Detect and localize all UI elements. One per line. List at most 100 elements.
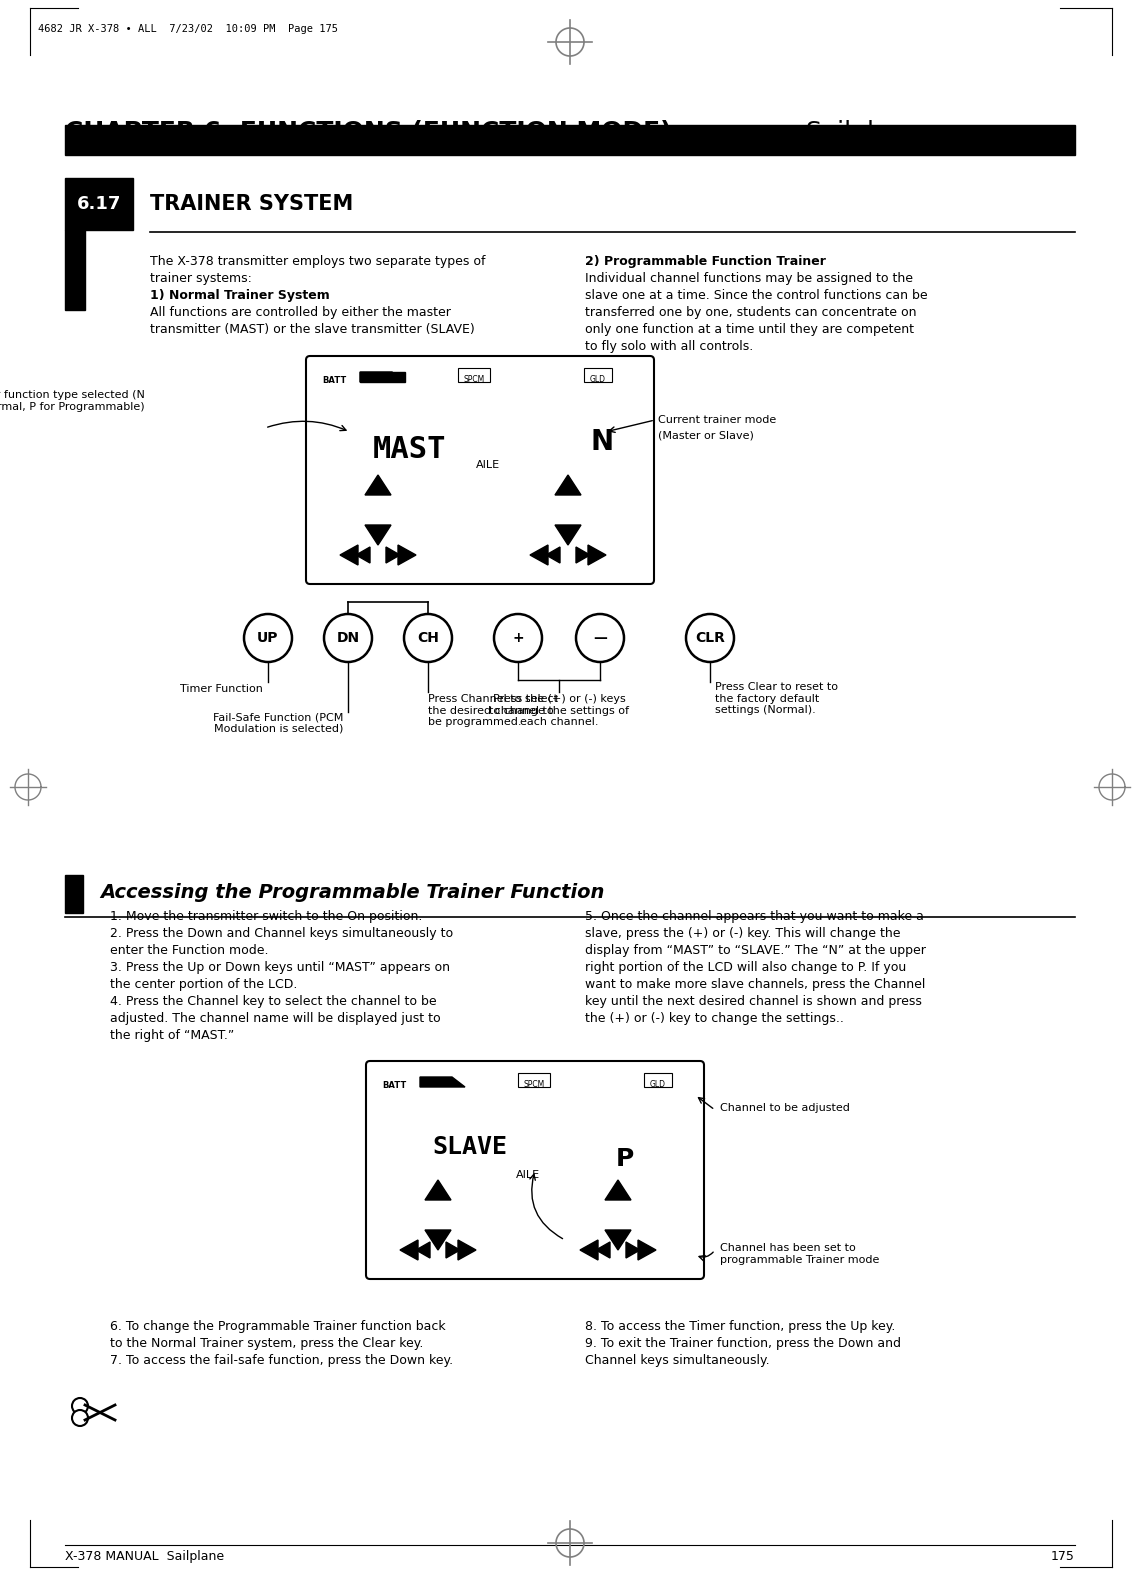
Polygon shape	[340, 545, 358, 565]
Text: enter the Function mode.: enter the Function mode.	[109, 943, 269, 958]
Text: key until the next desired channel is shown and press: key until the next desired channel is sh…	[585, 995, 922, 1008]
Polygon shape	[605, 1230, 632, 1251]
Polygon shape	[360, 372, 405, 383]
Bar	[65, 876, 83, 913]
Text: SPCM: SPCM	[463, 375, 484, 384]
Text: slave one at a time. Since the control functions can be: slave one at a time. Since the control f…	[585, 288, 928, 302]
Text: Channel to be adjusted: Channel to be adjusted	[720, 1102, 850, 1114]
Text: only one function at a time until they are competent: only one function at a time until they a…	[585, 323, 914, 335]
Text: display from “MAST” to “SLAVE.” The “N” at the upper: display from “MAST” to “SLAVE.” The “N” …	[585, 943, 926, 958]
Text: Channel has been set to
programmable Trainer mode: Channel has been set to programmable Tra…	[720, 1243, 879, 1265]
Text: +: +	[512, 632, 523, 646]
Polygon shape	[425, 1180, 451, 1200]
FancyBboxPatch shape	[458, 369, 490, 383]
Text: Current trainer mode: Current trainer mode	[658, 414, 776, 425]
Text: 4. Press the Channel key to select the channel to be: 4. Press the Channel key to select the c…	[109, 995, 437, 1008]
Text: 1. Move the transmitter switch to the On position.: 1. Move the transmitter switch to the On…	[109, 910, 423, 923]
Text: BATT: BATT	[321, 376, 347, 384]
Text: Press Clear to reset to
the factory default
settings (Normal).: Press Clear to reset to the factory defa…	[715, 682, 838, 715]
FancyBboxPatch shape	[366, 1062, 705, 1279]
Text: to fly solo with all controls.: to fly solo with all controls.	[585, 340, 754, 353]
Text: SLAVE: SLAVE	[432, 1136, 507, 1159]
Polygon shape	[365, 524, 391, 545]
Bar	[65, 124, 1075, 154]
Polygon shape	[588, 545, 606, 565]
Circle shape	[404, 614, 451, 662]
Text: 6. To change the Programmable Trainer function back: 6. To change the Programmable Trainer fu…	[109, 1320, 446, 1332]
Text: 9. To exit the Trainer function, press the Down and: 9. To exit the Trainer function, press t…	[585, 1337, 901, 1350]
FancyBboxPatch shape	[306, 356, 654, 584]
Text: adjusted. The channel name will be displayed just to: adjusted. The channel name will be displ…	[109, 1013, 441, 1025]
Text: slave, press the (+) or (-) key. This will change the: slave, press the (+) or (-) key. This wi…	[585, 928, 901, 940]
Text: TRAINER SYSTEM: TRAINER SYSTEM	[150, 194, 353, 214]
Polygon shape	[446, 1243, 461, 1258]
Circle shape	[72, 1399, 88, 1414]
Polygon shape	[596, 1243, 610, 1258]
Polygon shape	[416, 1243, 430, 1258]
Polygon shape	[555, 476, 581, 495]
Text: SPCM: SPCM	[523, 1080, 545, 1088]
Text: 2. Press the Down and Channel keys simultaneously to: 2. Press the Down and Channel keys simul…	[109, 928, 453, 940]
Text: 3. Press the Up or Down keys until “MAST” appears on: 3. Press the Up or Down keys until “MAST…	[109, 961, 450, 973]
Polygon shape	[425, 1230, 451, 1251]
Text: —: —	[593, 632, 606, 646]
Text: Timer Function: Timer Function	[180, 684, 263, 695]
Polygon shape	[365, 476, 391, 495]
Polygon shape	[530, 545, 548, 565]
Text: the center portion of the LCD.: the center portion of the LCD.	[109, 978, 298, 991]
Text: All functions are controlled by either the master: All functions are controlled by either t…	[150, 306, 451, 320]
Polygon shape	[356, 547, 370, 562]
Polygon shape	[400, 1240, 418, 1260]
FancyBboxPatch shape	[584, 369, 612, 383]
Text: CH: CH	[417, 632, 439, 646]
Text: the right of “MAST.”: the right of “MAST.”	[109, 1028, 234, 1043]
Text: (Master or Slave): (Master or Slave)	[658, 430, 754, 439]
Text: AILE: AILE	[516, 1170, 540, 1180]
Text: 2) Programmable Function Trainer: 2) Programmable Function Trainer	[585, 255, 825, 268]
Circle shape	[686, 614, 734, 662]
Text: Channel keys simultaneously.: Channel keys simultaneously.	[585, 1354, 770, 1367]
Circle shape	[324, 614, 372, 662]
Text: P: P	[616, 1147, 634, 1170]
Text: Fail-Safe Function (PCM
Modulation is selected): Fail-Safe Function (PCM Modulation is se…	[213, 712, 343, 734]
Text: 8. To access the Timer function, press the Up key.: 8. To access the Timer function, press t…	[585, 1320, 895, 1332]
Text: CHAPTER 6: FUNCTIONS (FUNCTION MODE): CHAPTER 6: FUNCTIONS (FUNCTION MODE)	[65, 120, 671, 143]
Polygon shape	[398, 545, 416, 565]
Text: · Sailplane: · Sailplane	[790, 120, 920, 143]
Text: transferred one by one, students can concentrate on: transferred one by one, students can con…	[585, 306, 917, 320]
Text: CLR: CLR	[695, 632, 725, 646]
Text: AILE: AILE	[475, 460, 500, 469]
Text: Press Channel to select
the desired channel to
be programmed.: Press Channel to select the desired chan…	[428, 695, 557, 728]
Text: the (+) or (-) key to change the settings..: the (+) or (-) key to change the setting…	[585, 1013, 844, 1025]
Text: GLD: GLD	[650, 1080, 666, 1088]
Circle shape	[576, 614, 624, 662]
Polygon shape	[638, 1240, 656, 1260]
Polygon shape	[386, 547, 400, 562]
Text: to the Normal Trainer system, press the Clear key.: to the Normal Trainer system, press the …	[109, 1337, 423, 1350]
Polygon shape	[420, 1077, 465, 1087]
Text: 4682 JR X-378 • ALL  7/23/02  10:09 PM  Page 175: 4682 JR X-378 • ALL 7/23/02 10:09 PM Pag…	[38, 24, 337, 35]
Polygon shape	[360, 372, 405, 383]
Bar	[65, 230, 86, 310]
Polygon shape	[605, 1180, 632, 1200]
Text: MAST: MAST	[373, 435, 447, 465]
FancyBboxPatch shape	[518, 1073, 549, 1087]
Text: 6.17: 6.17	[76, 195, 121, 213]
Text: 5. Once the channel appears that you want to make a: 5. Once the channel appears that you wan…	[585, 910, 923, 923]
Circle shape	[244, 614, 292, 662]
Polygon shape	[458, 1240, 477, 1260]
Text: Trainer function type selected (N
for Normal, P for Programmable): Trainer function type selected (N for No…	[0, 391, 145, 411]
Text: UP: UP	[258, 632, 279, 646]
Text: 7. To access the fail-safe function, press the Down key.: 7. To access the fail-safe function, pre…	[109, 1354, 453, 1367]
Circle shape	[72, 1410, 88, 1425]
Text: The X-378 transmitter employs two separate types of: The X-378 transmitter employs two separa…	[150, 255, 486, 268]
FancyBboxPatch shape	[644, 1073, 671, 1087]
Text: trainer systems:: trainer systems:	[150, 272, 252, 285]
Text: transmitter (MAST) or the slave transmitter (SLAVE): transmitter (MAST) or the slave transmit…	[150, 323, 474, 335]
Polygon shape	[626, 1243, 640, 1258]
Text: N: N	[591, 428, 613, 457]
Text: 175: 175	[1051, 1550, 1075, 1562]
Polygon shape	[555, 524, 581, 545]
Text: 1) Normal Trainer System: 1) Normal Trainer System	[150, 288, 329, 302]
Text: want to make more slave channels, press the Channel: want to make more slave channels, press …	[585, 978, 926, 991]
